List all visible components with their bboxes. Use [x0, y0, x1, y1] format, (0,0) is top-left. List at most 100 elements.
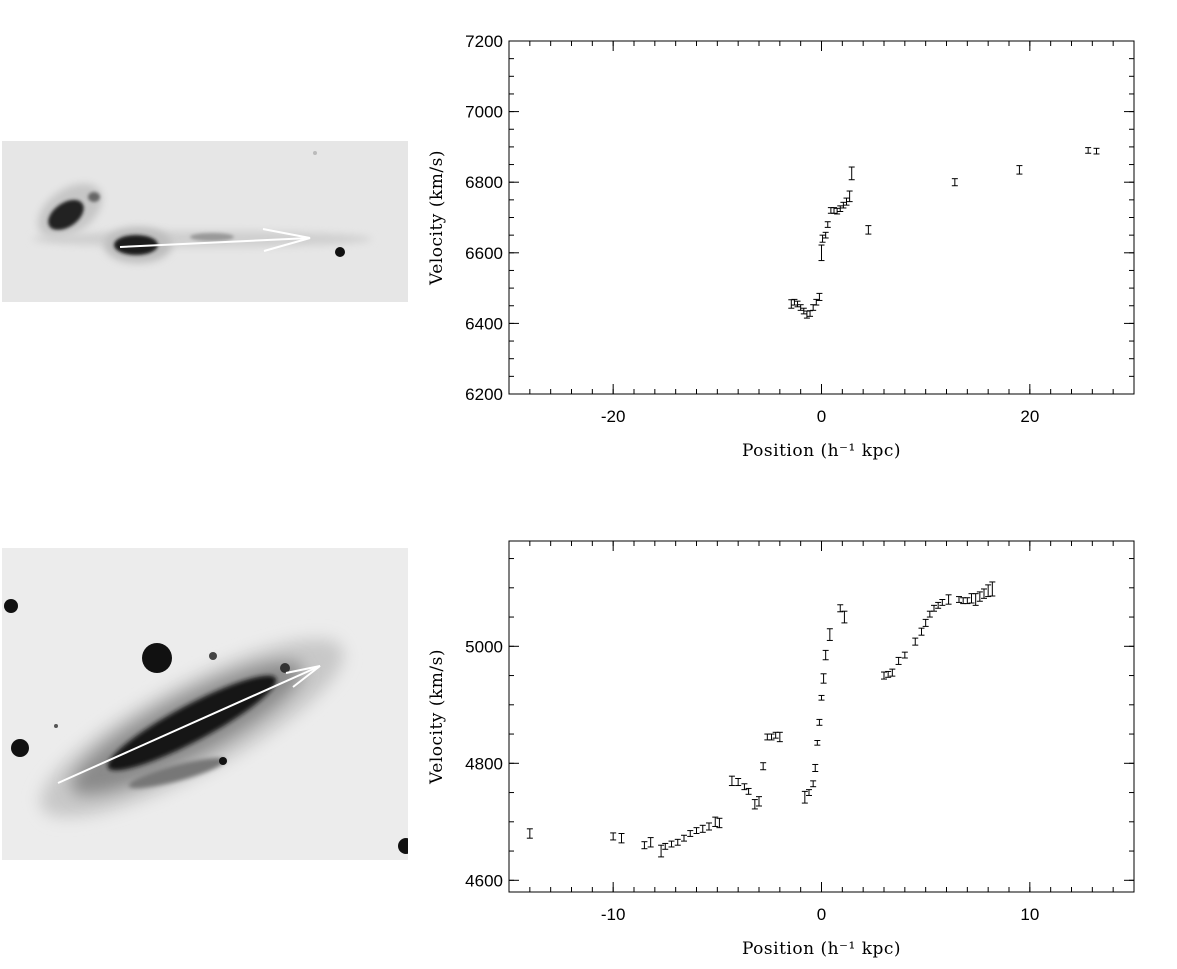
data-point: [843, 197, 850, 206]
rotation-curve-chart-top: -20 0 20 6200 6400 6600 6800 7000 7200 Position (…: [420, 22, 1177, 470]
data-point: [827, 207, 834, 214]
y-tick-label: 4600: [465, 871, 503, 890]
data-point: [814, 739, 821, 746]
data-point: [985, 584, 992, 598]
y-tick-label: 7000: [465, 103, 503, 122]
data-point: [797, 304, 804, 311]
x-tick-label: 0: [817, 407, 826, 426]
data-point: [741, 783, 748, 791]
galaxy-image-top: [2, 141, 408, 302]
data-point: [716, 817, 723, 829]
y-tick-label: 4800: [465, 754, 503, 773]
data-point: [662, 842, 669, 850]
rotation-curve-chart-bottom: -10 0 10 4600 4800 5000 Position (h⁻¹ kpc) Velo…: [420, 522, 1177, 969]
data-point: [912, 637, 919, 646]
data-point: [964, 597, 971, 605]
data-point: [728, 775, 735, 787]
data-point: [989, 581, 996, 597]
data-point: [837, 205, 844, 212]
data-point: [818, 694, 825, 701]
data-point: [895, 656, 902, 665]
plot-frame: [508, 540, 1135, 893]
data-point: [788, 299, 795, 309]
data-point: [764, 733, 771, 741]
data-point: [818, 244, 825, 262]
data-point: [791, 298, 798, 306]
data-point: [945, 594, 952, 605]
data-point: [822, 231, 829, 239]
data-point: [610, 832, 617, 841]
data-point: [813, 298, 820, 306]
y-tick-label: 5000: [465, 637, 503, 656]
x-tick-label: -20: [601, 407, 626, 426]
data-point: [801, 790, 808, 804]
data-point: [794, 300, 801, 308]
data-point: [526, 828, 533, 839]
data-point: [810, 780, 817, 788]
data-point: [939, 599, 946, 606]
data-point: [976, 591, 983, 602]
data-point: [981, 588, 987, 599]
data-point: [956, 596, 962, 603]
data-point: [935, 601, 942, 609]
data-point: [800, 307, 807, 315]
data-point: [820, 673, 827, 684]
x-tick-label: 20: [1020, 407, 1039, 426]
data-point: [841, 610, 848, 624]
data-point: [693, 827, 700, 834]
data-point: [819, 234, 826, 243]
x-axis-title: Position (h⁻¹ kpc): [742, 939, 901, 959]
data-point: [865, 225, 872, 235]
data-point: [756, 796, 762, 807]
data-point: [768, 733, 775, 741]
data-point: [706, 822, 712, 831]
data-point: [776, 731, 783, 743]
data-point: [806, 789, 812, 796]
data-point: [834, 207, 841, 215]
data-point: [831, 207, 837, 214]
data-point: [968, 593, 975, 604]
data-point: [812, 763, 819, 772]
y-axis-title: Velocity (km/s): [427, 150, 447, 286]
y-tick-label: 6200: [465, 385, 503, 404]
data-point: [699, 824, 706, 833]
data-point: [687, 830, 694, 837]
data-point: [931, 604, 937, 612]
plot-frame: [508, 40, 1135, 395]
y-axis-title: Velocity (km/s): [427, 649, 447, 785]
data-point: [803, 310, 810, 319]
data-point: [889, 668, 896, 677]
data-point: [618, 833, 625, 844]
y-tick-label: 6600: [465, 244, 503, 263]
data-point: [751, 799, 758, 810]
data-point: [668, 840, 675, 848]
data-point: [816, 292, 823, 301]
data-point: [712, 816, 719, 827]
data-point: [647, 837, 654, 848]
data-point: [918, 627, 925, 636]
data-point: [824, 221, 831, 228]
data-point: [826, 628, 833, 641]
data-point: [848, 166, 855, 181]
data-point: [816, 718, 823, 726]
data-point: [840, 201, 847, 209]
galaxy-image-bottom: [2, 548, 408, 860]
x-axis-title: Position (h⁻¹ kpc): [742, 441, 901, 461]
data-point: [760, 762, 767, 771]
data-point: [745, 787, 752, 795]
data-point: [846, 190, 853, 203]
data-point: [951, 178, 958, 187]
data-point: [1093, 147, 1100, 155]
data-point: [735, 778, 742, 787]
data-point: [901, 651, 908, 659]
x-tick-label: 0: [817, 905, 826, 924]
data-point: [658, 844, 665, 858]
data-point: [641, 841, 648, 850]
data-point: [822, 649, 829, 661]
data-point: [1085, 147, 1092, 154]
y-tick-label: 6400: [465, 314, 503, 333]
y-tick-label: 6800: [465, 173, 503, 192]
data-point: [772, 731, 779, 739]
data-point: [972, 593, 979, 606]
data-point: [837, 604, 844, 613]
